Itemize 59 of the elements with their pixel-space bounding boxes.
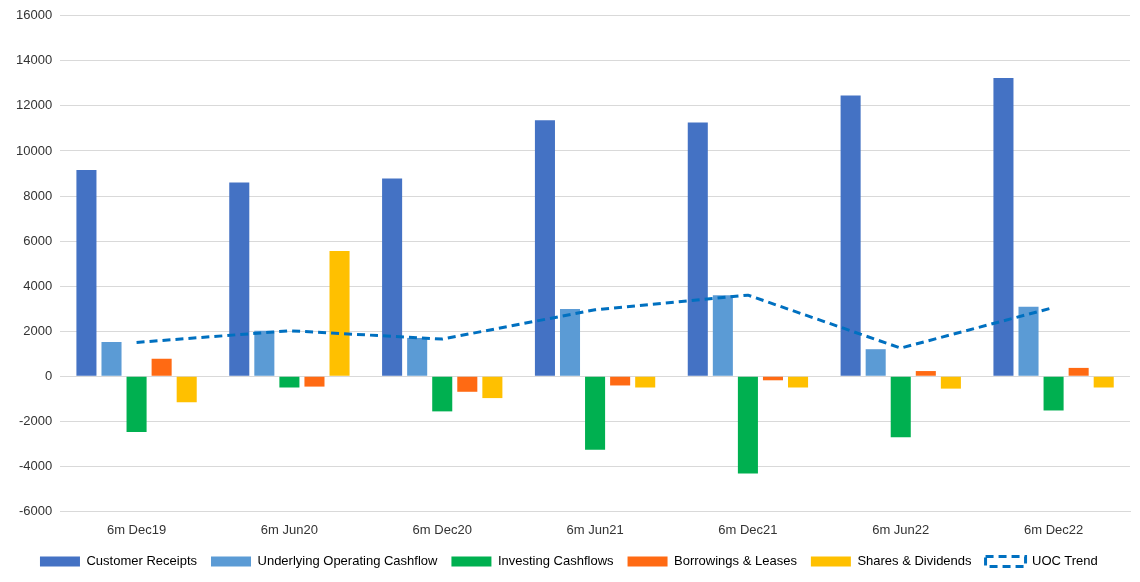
- bar: [329, 250, 350, 376]
- bar: [126, 376, 147, 433]
- bar: [432, 376, 453, 412]
- x-tick-label: 6m Jun22: [872, 521, 930, 537]
- x-tick-label: 6m Dec22: [1023, 521, 1084, 537]
- bar: [712, 295, 733, 376]
- bar: [993, 77, 1014, 376]
- y-tick-label: 4000: [23, 277, 53, 293]
- bar: [865, 349, 886, 376]
- y-tick-label: -2000: [18, 412, 53, 428]
- legend-label: Borrowings & Leases: [674, 553, 798, 569]
- bar: [176, 376, 197, 403]
- legend-label: UOC Trend: [1032, 553, 1098, 569]
- y-tick-label: -6000: [18, 502, 53, 518]
- bar: [457, 376, 478, 392]
- x-tick-label: 6m Jun20: [260, 521, 318, 537]
- x-tick-label: 6m Jun21: [566, 521, 624, 537]
- bar: [635, 376, 656, 388]
- y-tick-label: 8000: [23, 187, 53, 203]
- bar: [1068, 367, 1089, 376]
- legend-label: Investing Cashflows: [497, 553, 615, 569]
- bar: [940, 376, 961, 389]
- y-tick-label: -4000: [18, 457, 53, 473]
- bar: [151, 358, 172, 376]
- bar: [788, 376, 809, 388]
- y-tick-label: 12000: [15, 97, 53, 113]
- y-tick-label: 10000: [15, 142, 53, 158]
- bar: [534, 120, 555, 376]
- y-tick-label: 0: [44, 367, 53, 383]
- bar: [382, 178, 403, 376]
- bar: [559, 308, 581, 376]
- y-tick-label: 14000: [15, 52, 53, 68]
- y-tick-label: 6000: [23, 232, 53, 248]
- bar: [229, 182, 250, 376]
- bar: [585, 376, 606, 450]
- legend-label: Shares & Dividends: [857, 553, 973, 569]
- bar: [1093, 376, 1114, 388]
- bar: [254, 330, 275, 376]
- bar: [915, 371, 936, 376]
- bar: [76, 170, 97, 376]
- bar: [279, 376, 300, 388]
- bar: [687, 122, 708, 376]
- x-tick-label: 6m Dec19: [106, 521, 167, 537]
- bar: [1018, 306, 1039, 376]
- y-tick-label: 16000: [15, 7, 53, 23]
- x-tick-label: 6m Dec21: [718, 521, 778, 537]
- bar: [482, 376, 503, 399]
- legend-label: Underlying Operating Cashflow: [257, 553, 439, 569]
- bar: [304, 376, 325, 387]
- bar: [890, 376, 911, 438]
- bar: [737, 376, 758, 474]
- x-tick-label: 6m Dec20: [412, 521, 472, 537]
- legend-label: Customer Receipts: [86, 553, 198, 569]
- bar: [840, 95, 861, 376]
- bar: [1043, 376, 1064, 411]
- bar: [101, 342, 122, 376]
- bar: [407, 337, 428, 376]
- y-tick-label: 2000: [23, 322, 53, 338]
- bar: [610, 376, 631, 386]
